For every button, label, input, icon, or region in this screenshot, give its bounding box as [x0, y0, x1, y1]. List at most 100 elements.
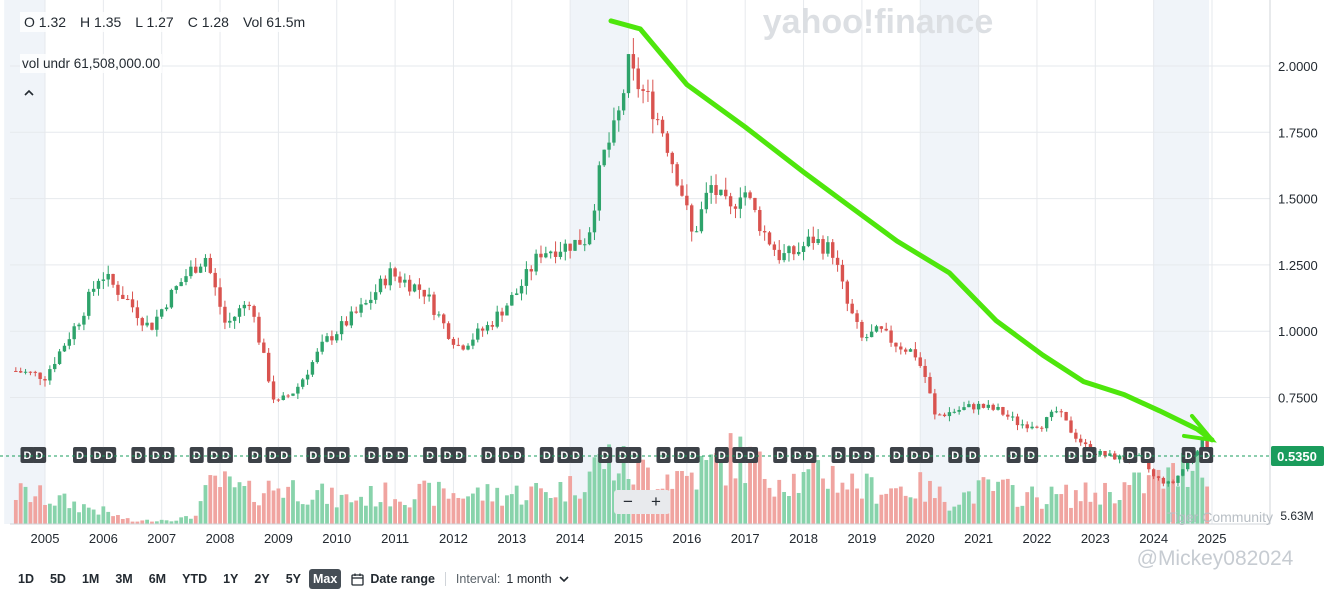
dividend-marker	[102, 447, 117, 463]
range-ytd-button[interactable]: YTD	[182, 572, 208, 586]
candle	[831, 242, 835, 258]
dividend-marker-label: D	[852, 450, 860, 462]
candle	[1103, 451, 1107, 456]
candle	[549, 251, 553, 254]
zoom-in-button[interactable]: +	[651, 492, 661, 511]
dividend-marker	[615, 447, 630, 463]
volume-bar	[524, 500, 529, 524]
range-6m-button[interactable]: 6M	[148, 572, 167, 586]
volume-bar	[1112, 503, 1117, 524]
volume-bar	[485, 484, 490, 524]
dividend-marker-label: D	[251, 450, 259, 462]
volume-bar	[18, 483, 23, 524]
candle	[1010, 416, 1015, 418]
dividend-marker	[498, 447, 513, 463]
candle	[38, 372, 42, 379]
range-1m-button[interactable]: 1M	[81, 572, 100, 586]
dividend-marker-label: D	[455, 450, 463, 462]
dividend-marker-label: D	[835, 450, 843, 462]
volume-bar	[286, 486, 291, 524]
volume-bar	[1064, 484, 1069, 524]
candle	[612, 120, 616, 143]
volume-bar	[1176, 486, 1180, 524]
candle	[816, 239, 820, 244]
candle	[417, 284, 422, 290]
dividend-marker-label: D	[210, 450, 218, 462]
candle	[320, 341, 324, 352]
candle	[364, 303, 368, 305]
downtrend-arrow-line	[608, 18, 1215, 443]
volume-bar	[971, 503, 976, 524]
candle	[407, 279, 412, 292]
candle	[607, 142, 611, 150]
zoom-control: − +	[614, 490, 670, 514]
volume-bar	[811, 454, 816, 524]
zoom-out-button[interactable]: −	[623, 492, 633, 511]
candle	[553, 251, 558, 257]
volume-bar	[782, 491, 786, 524]
volume-bar	[908, 497, 913, 524]
volume-bar	[135, 521, 140, 524]
candle	[1049, 411, 1054, 418]
volume-bar	[422, 480, 427, 524]
candle	[271, 381, 276, 400]
volume-bar	[111, 516, 115, 524]
volume-bar	[1078, 501, 1083, 524]
candle	[354, 311, 358, 313]
candle	[505, 305, 509, 316]
range-3m-button[interactable]: 3M	[115, 572, 133, 586]
dividend-marker	[656, 447, 671, 463]
volume-bar	[13, 499, 18, 524]
candle	[719, 189, 723, 196]
volume-bar	[1039, 508, 1044, 524]
volume-bar	[757, 451, 762, 524]
dividend-marker-label: D	[864, 450, 872, 462]
candle	[471, 339, 475, 346]
candle	[286, 395, 290, 397]
candle	[972, 404, 976, 410]
candle	[539, 253, 543, 258]
candle	[938, 414, 942, 416]
volume-bar	[359, 496, 363, 524]
candle	[33, 371, 37, 373]
candle	[242, 304, 247, 309]
volume-bar	[514, 485, 519, 524]
collapse-legend-button[interactable]	[20, 84, 38, 104]
volume-bar	[699, 455, 704, 524]
range-max-button[interactable]: Max	[308, 569, 342, 589]
year-tick-label: 2020	[906, 531, 935, 546]
candle	[578, 239, 582, 245]
volume-bar	[91, 509, 96, 524]
candle	[388, 268, 392, 286]
volume-bar	[427, 482, 432, 524]
volume-indicator-readout: vol undr 61,508,000.00	[20, 54, 163, 73]
dividend-marker-label: D	[385, 450, 393, 462]
range-2y-button[interactable]: 2Y	[254, 572, 270, 586]
candle	[563, 243, 567, 252]
interval-selector[interactable]: Interval: 1 month	[456, 572, 570, 586]
candle	[490, 325, 495, 327]
range-1y-button[interactable]: 1Y	[223, 572, 239, 586]
candle	[218, 287, 222, 307]
year-tick-label: 2016	[672, 531, 701, 546]
dividend-marker	[20, 447, 35, 463]
volume-bar	[966, 491, 971, 524]
volume-bar	[432, 505, 436, 524]
price-tick-label: 1.0000	[1278, 324, 1318, 339]
candle	[899, 346, 903, 350]
current-price-label: 0.5350	[1277, 449, 1317, 464]
volume-bar	[981, 477, 986, 524]
candle	[1200, 439, 1204, 452]
volume-bar	[976, 480, 981, 524]
dividend-marker	[510, 447, 525, 463]
range-5d-button[interactable]: 5D	[49, 572, 66, 586]
dividend-marker	[218, 447, 233, 463]
candle	[1001, 406, 1005, 415]
date-range-button[interactable]: Date range	[351, 572, 435, 586]
volume-bar	[884, 493, 889, 524]
candle	[189, 266, 193, 277]
range-5y-button[interactable]: 5Y	[285, 572, 301, 586]
range-1d-button[interactable]: 1D	[18, 572, 34, 586]
